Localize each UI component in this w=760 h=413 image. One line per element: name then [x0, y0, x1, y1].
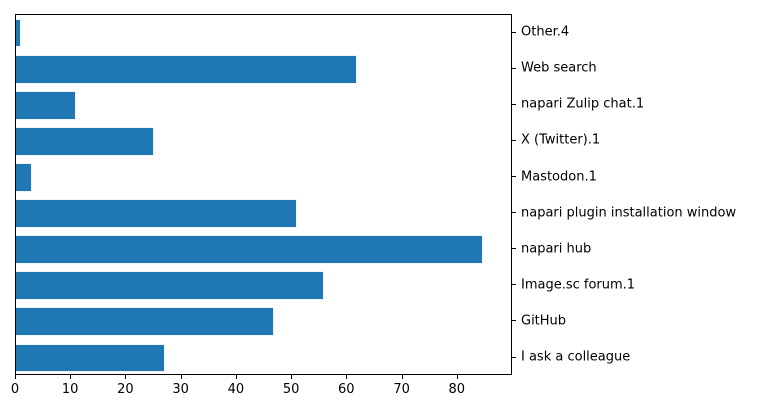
y-tick-label: Web search: [521, 60, 597, 76]
x-tick-label: 30: [172, 382, 189, 397]
bar: [16, 307, 275, 337]
x-tick-mark: [401, 375, 403, 379]
y-tick-label: napari plugin installation window: [521, 205, 737, 221]
bar: [16, 199, 297, 228]
x-tick-mark: [235, 375, 237, 379]
y-tick-label: Image.sc forum.1: [521, 277, 636, 293]
plot-area: [15, 14, 512, 375]
y-tick-label: napari hub: [521, 241, 592, 257]
bar: [16, 126, 154, 156]
y-tick-mark: [512, 31, 516, 33]
bar: [16, 271, 324, 301]
x-tick-label: 70: [393, 382, 410, 397]
x-tick-mark: [70, 375, 72, 379]
y-tick-label: I ask a colleague: [521, 349, 631, 365]
bar: [16, 18, 22, 48]
x-tick-mark: [125, 375, 127, 379]
x-tick-label: 40: [227, 382, 245, 397]
x-tick-label: 60: [338, 382, 355, 397]
x-tick-mark: [291, 375, 293, 379]
x-tick-label: 50: [282, 382, 300, 397]
y-tick-mark: [512, 284, 516, 286]
bar: [16, 90, 77, 120]
y-tick-mark: [512, 176, 516, 177]
bar: [16, 163, 33, 192]
y-tick-mark: [512, 139, 516, 141]
y-tick-mark: [512, 248, 516, 250]
y-tick-label: GitHub: [521, 313, 567, 329]
y-tick-label: Other.4: [521, 24, 570, 40]
bar: [16, 343, 165, 373]
bar: [16, 235, 484, 265]
y-tick-mark: [512, 103, 516, 105]
y-tick-mark: [512, 67, 516, 69]
x-tick-mark: [346, 375, 348, 379]
x-tick-label: 20: [117, 382, 134, 397]
x-tick-label: 10: [61, 382, 79, 397]
y-tick-mark: [512, 356, 516, 358]
y-tick-mark: [512, 320, 516, 322]
x-tick-mark: [15, 375, 16, 379]
y-tick-mark: [512, 212, 516, 214]
y-tick-label: napari Zulip chat.1: [521, 96, 645, 112]
x-tick-mark: [456, 375, 458, 379]
y-tick-label: X (Twitter).1: [521, 132, 601, 148]
bar: [16, 54, 357, 84]
x-tick-mark: [180, 375, 182, 379]
x-tick-label: 80: [448, 382, 466, 397]
x-tick-label: 0: [10, 382, 20, 397]
y-tick-label: Mastodon.1: [521, 169, 597, 184]
